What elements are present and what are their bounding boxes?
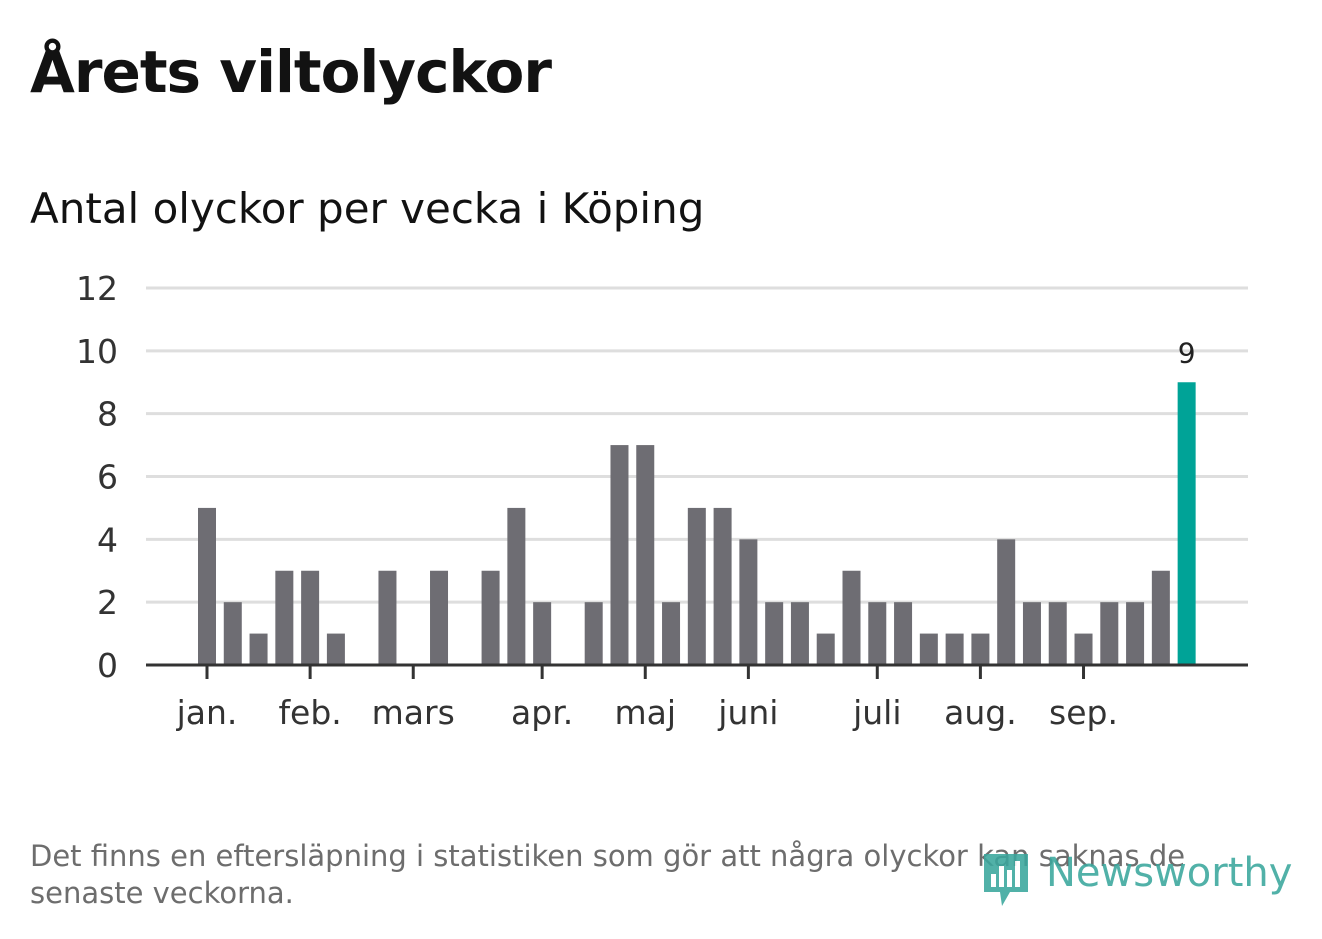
bar bbox=[1022, 602, 1041, 665]
bar bbox=[275, 570, 294, 665]
bar bbox=[430, 570, 449, 665]
bar bbox=[1074, 633, 1093, 665]
bar bbox=[739, 539, 758, 665]
bar bbox=[1151, 570, 1170, 665]
highlight-bar bbox=[1177, 382, 1196, 665]
chart-subtitle: Antal olyckor per vecka i Köping bbox=[30, 184, 705, 233]
y-tick-label: 12 bbox=[76, 269, 118, 308]
bar-chart-speech-bubble-icon bbox=[984, 854, 1028, 906]
bar bbox=[481, 570, 500, 665]
x-tick-label: feb. bbox=[278, 693, 341, 732]
y-tick-label: 4 bbox=[97, 520, 118, 559]
bar bbox=[662, 602, 681, 665]
bar bbox=[894, 602, 913, 665]
data-label: 9 bbox=[1178, 336, 1196, 369]
bar bbox=[971, 633, 990, 665]
bars bbox=[198, 382, 1196, 665]
bar bbox=[1100, 602, 1119, 665]
bar bbox=[533, 602, 552, 665]
bar bbox=[1126, 602, 1145, 665]
bar bbox=[997, 539, 1016, 665]
x-tick-label: jan. bbox=[176, 693, 238, 732]
bar bbox=[1048, 602, 1067, 665]
bar bbox=[610, 445, 629, 665]
bar bbox=[326, 633, 345, 665]
brand-logo[interactable]: Newsworthy bbox=[980, 848, 1300, 912]
bar bbox=[765, 602, 784, 665]
bar bbox=[378, 570, 397, 665]
x-tick-label: aug. bbox=[944, 693, 1017, 732]
y-tick-label: 6 bbox=[97, 458, 118, 497]
bar bbox=[636, 445, 655, 665]
x-axis bbox=[146, 663, 1248, 679]
x-tick-label: mars bbox=[372, 693, 455, 732]
x-tick-label: maj bbox=[614, 693, 676, 732]
y-tick-label: 8 bbox=[97, 395, 118, 434]
bar bbox=[223, 602, 242, 665]
brand-name: Newsworthy bbox=[1046, 850, 1293, 896]
bar bbox=[816, 633, 835, 665]
x-tick-label: juli bbox=[852, 693, 901, 732]
bar bbox=[790, 602, 809, 665]
bar bbox=[842, 570, 861, 665]
bar bbox=[249, 633, 268, 665]
labels: 0 2 4 6 8 10 12 9 jan. feb. mars apr. maj juni juli aug… bbox=[76, 269, 1196, 732]
bar bbox=[945, 633, 964, 665]
bar bbox=[919, 633, 938, 665]
x-tick-label: juni bbox=[717, 693, 778, 732]
bar bbox=[507, 507, 526, 665]
bar bbox=[868, 602, 887, 665]
y-tick-label: 10 bbox=[76, 332, 118, 371]
bar bbox=[198, 507, 216, 665]
y-tick-label: 0 bbox=[97, 646, 118, 685]
bar bbox=[301, 570, 320, 665]
x-tick-label: apr. bbox=[511, 693, 573, 732]
chart-title: Årets viltolyckor bbox=[30, 38, 552, 106]
bar bbox=[584, 602, 603, 665]
y-tick-label: 2 bbox=[97, 583, 118, 622]
bar bbox=[713, 507, 732, 665]
bar bbox=[687, 507, 706, 665]
x-tick-label: sep. bbox=[1049, 693, 1118, 732]
